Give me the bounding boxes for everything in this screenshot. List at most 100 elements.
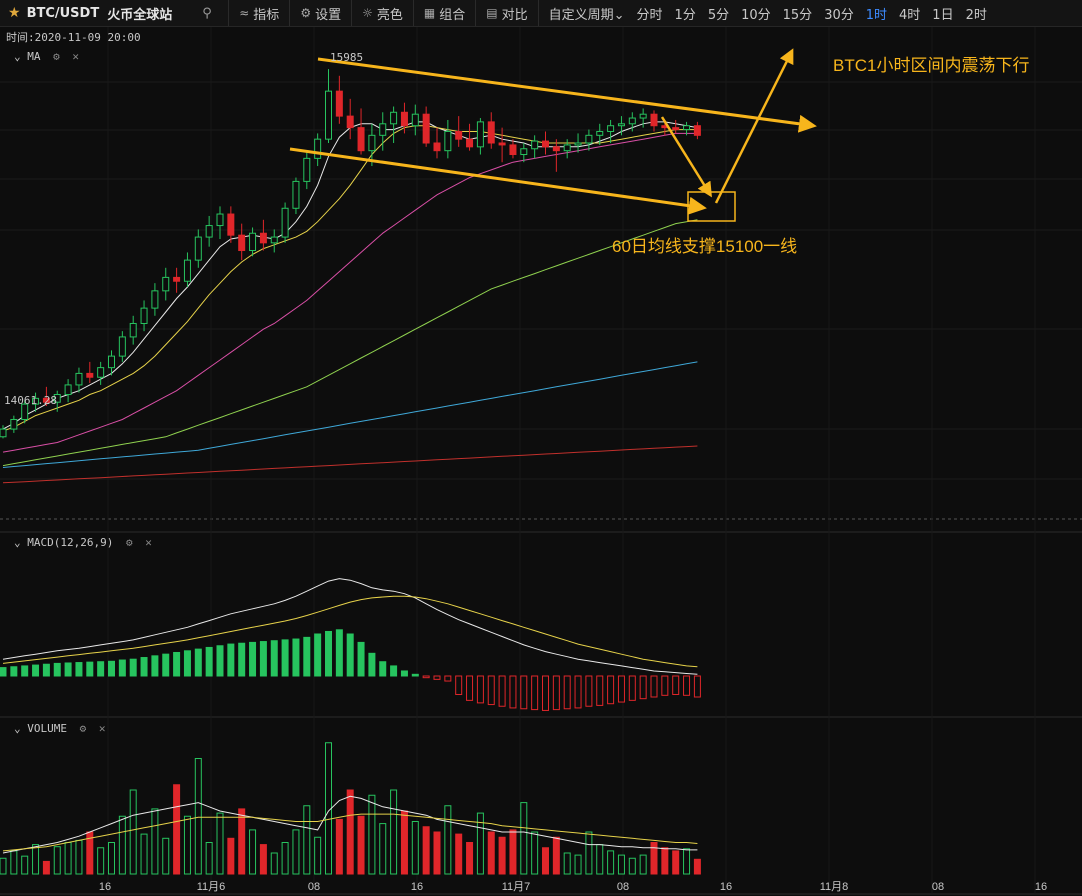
close-icon[interactable]: ✕	[72, 50, 79, 63]
candle	[476, 121, 484, 148]
macd-bar	[509, 675, 517, 709]
period-tab[interactable]: 30分	[824, 7, 854, 23]
period-tab[interactable]: 4时	[899, 7, 921, 23]
compare-button[interactable]: ▤ 对比	[480, 0, 533, 26]
candle	[379, 123, 387, 136]
indicator-button[interactable]: ≈ 指标	[233, 0, 285, 26]
symbol-selector[interactable]: ★ BTC/USDT 火币全球站	[0, 0, 180, 26]
period-tab[interactable]: 15分	[782, 7, 813, 23]
candle	[422, 113, 430, 144]
settings-button[interactable]: ⚙ 设置	[294, 0, 347, 26]
candle	[498, 142, 506, 146]
candle	[303, 157, 311, 182]
volume-bar	[672, 850, 680, 875]
top-toolbar: ★ BTC/USDT 火币全球站 ⚲ ≈ 指标 ⚙ 设置 ☼ 亮色 ▦ 组合 ▤ 对比 自…	[0, 0, 1082, 27]
volume-ma-line	[2, 795, 698, 854]
ma-indicator-title[interactable]: ⌄ MA ⚙ ✕	[14, 50, 79, 63]
custom-period-dropdown[interactable]: 自定义周期⌄	[543, 4, 631, 23]
x-tick-label: 16	[1035, 881, 1047, 893]
chevron-down-icon[interactable]: ⌄	[14, 536, 21, 549]
volume-indicator-title[interactable]: ⌄ VOLUME ⚙ ✕	[14, 722, 106, 735]
volume-bar	[183, 815, 191, 875]
volume-bar	[249, 829, 257, 875]
macd-indicator-title[interactable]: ⌄ MACD(12,26,9) ⚙ ✕	[14, 536, 152, 549]
search-icon[interactable]: ⚲	[202, 5, 212, 21]
x-tick-label: 11月7	[502, 881, 531, 893]
toolbar-divider	[537, 0, 539, 26]
macd-bar	[303, 636, 311, 677]
x-tick-label: 11月8	[820, 881, 849, 893]
volume-bar	[444, 805, 452, 875]
volume-bar	[542, 847, 549, 875]
candle	[563, 144, 571, 152]
favorite-star-icon[interactable]: ★	[8, 5, 21, 21]
chevron-down-icon[interactable]: ⌄	[14, 50, 21, 63]
candle	[455, 130, 463, 140]
volume-bar	[162, 837, 170, 875]
macd-bar	[10, 666, 18, 677]
period-tab[interactable]: 分时	[636, 7, 663, 23]
macd-bar	[97, 661, 105, 677]
volume-bar	[346, 789, 354, 875]
macd-bar	[455, 675, 463, 695]
period-tab[interactable]: 2时	[965, 7, 987, 23]
macd-bar	[325, 630, 332, 677]
macd-bar	[216, 645, 224, 677]
macd-bar	[552, 675, 560, 711]
candle	[325, 90, 332, 140]
volume-bar	[368, 794, 376, 875]
lower-channel-arrow	[289, 147, 707, 215]
macd-bar	[487, 675, 495, 706]
settings-icon[interactable]: ⚙	[125, 536, 133, 549]
ma-line-ma10	[2, 125, 698, 432]
settings-icon[interactable]: ⚙	[53, 50, 60, 63]
period-tab[interactable]: 1分	[674, 7, 696, 23]
ma-line-ma250	[2, 445, 698, 484]
candle	[487, 121, 495, 144]
volume-bar	[531, 831, 539, 875]
macd-bar	[249, 641, 257, 677]
period-tab[interactable]: 1日	[932, 7, 954, 23]
period-tab[interactable]: 5分	[707, 7, 730, 23]
volume-bar	[292, 829, 300, 875]
candle	[433, 142, 441, 152]
layout-button[interactable]: ▦ 组合	[418, 0, 471, 26]
volume-label: VOLUME	[27, 722, 67, 735]
close-icon[interactable]: ✕	[145, 536, 152, 549]
macd-label: MACD(12,26,9)	[27, 536, 114, 549]
macd-bar	[173, 651, 181, 677]
ma-line-ma60	[2, 219, 698, 467]
candle	[21, 403, 29, 420]
period-tab[interactable]: 10分	[741, 7, 771, 23]
symbol-name: BTC/USDT	[26, 5, 100, 21]
chart-canvas[interactable]: 16 11月6 08 16 11月7 08 16 11月8 08 16 时间:2020-11-09…	[0, 27, 1082, 896]
candle	[238, 234, 246, 252]
macd-bar	[476, 675, 484, 704]
volume-bar	[42, 860, 50, 875]
volume-bar	[216, 812, 224, 875]
candle	[249, 232, 257, 252]
period-tab-active[interactable]: 1时	[865, 7, 888, 23]
x-tick-label: 11月6	[197, 881, 226, 893]
candle	[683, 125, 691, 131]
chevron-down-icon[interactable]: ⌄	[14, 722, 21, 735]
candle	[346, 115, 354, 129]
support-annotation: 60日均线支撑15100一线	[612, 237, 798, 256]
candle	[596, 130, 604, 136]
candle	[314, 138, 322, 159]
macd-bar	[531, 675, 539, 711]
volume-bar	[53, 846, 61, 875]
macd-bar	[64, 662, 72, 677]
macd-bar	[628, 675, 636, 701]
volume-bar	[422, 826, 430, 875]
candle	[520, 148, 528, 156]
close-icon[interactable]: ✕	[98, 722, 106, 735]
volume-bar	[129, 789, 137, 875]
light-theme-button[interactable]: ☼ 亮色	[356, 0, 409, 26]
macd-bar	[563, 675, 571, 710]
macd-bar	[86, 661, 94, 677]
settings-icon[interactable]: ⚙	[79, 722, 87, 735]
candle	[173, 276, 181, 282]
volume-bar	[433, 831, 441, 875]
x-tick-label: 08	[308, 881, 320, 893]
